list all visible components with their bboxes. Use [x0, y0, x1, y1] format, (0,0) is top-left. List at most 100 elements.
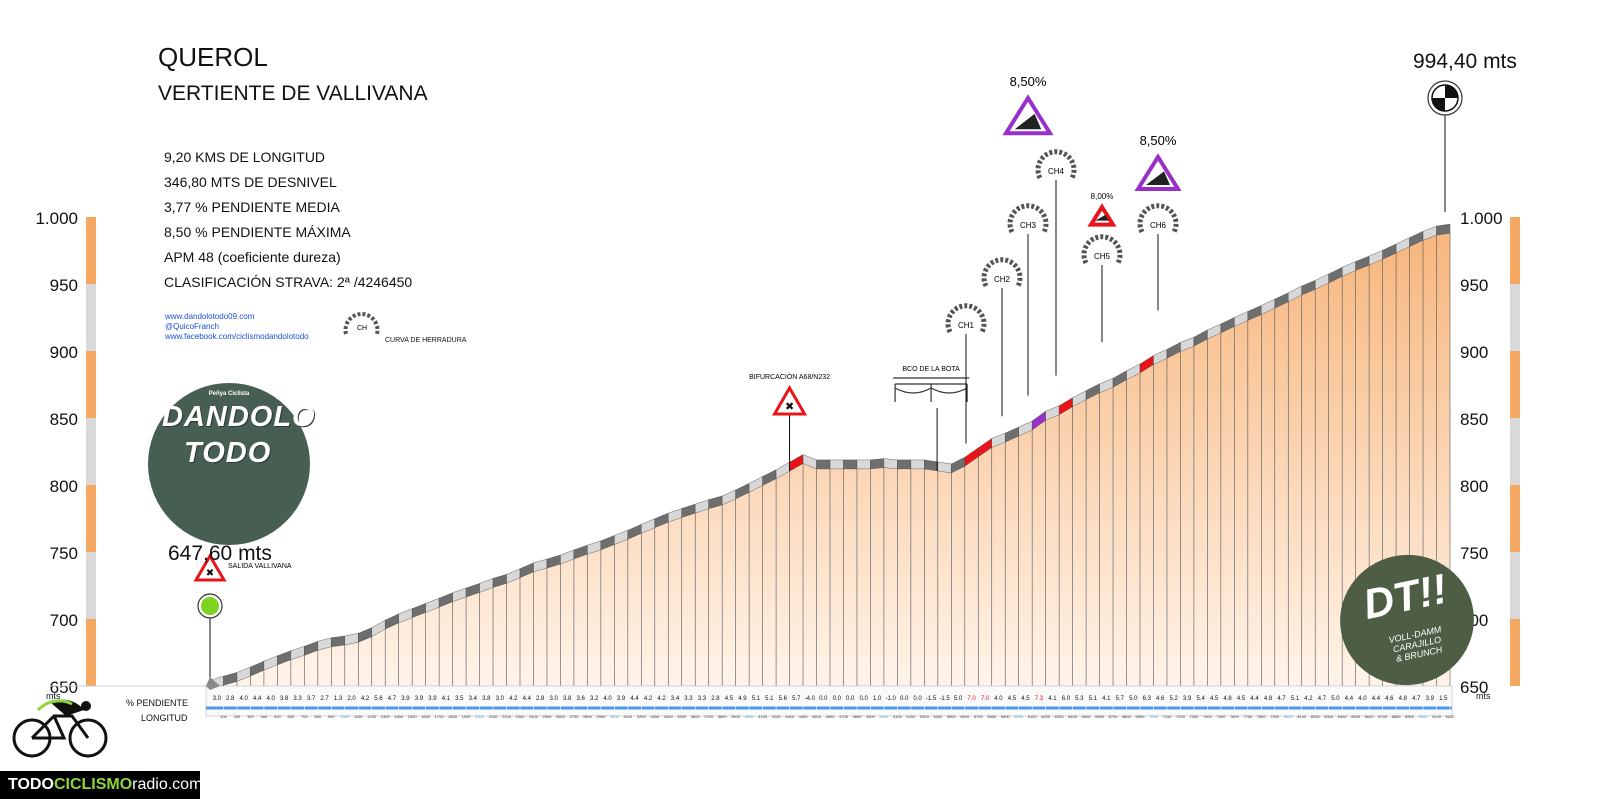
- length-value: 6900: [1136, 714, 1146, 719]
- grade-value: 3.9: [617, 696, 626, 702]
- grade-value: 7.3: [1035, 696, 1044, 702]
- grade-value: 3.8: [280, 696, 289, 702]
- grade-value: 4.4: [1345, 696, 1354, 702]
- horseshoe-curve-icon: [945, 303, 987, 334]
- grade-value: -4.0: [805, 696, 816, 702]
- junction-label: BIFURCACIÓN A68/N232: [749, 372, 830, 381]
- link-twitter[interactable]: @QuicoFranch: [165, 322, 219, 331]
- grade-value: 4.2: [644, 696, 653, 702]
- length-value: 8600: [1365, 714, 1375, 719]
- length-value: 5900: [1001, 714, 1011, 719]
- length-value: 1300: [381, 714, 391, 719]
- grade-value: 4.4: [253, 696, 262, 702]
- length-value: 2800: [583, 714, 593, 719]
- y-tick-label-right: 650: [1460, 678, 1488, 697]
- ridge-segment: [924, 459, 939, 472]
- grade-value: 3.4: [671, 696, 680, 702]
- horseshoe-curve-icon: [1081, 234, 1123, 265]
- length-value: 700: [301, 714, 308, 719]
- summit-inner-ring: [1431, 84, 1459, 112]
- y-tick-label-left: 1.000: [35, 209, 78, 228]
- length-value: 1800: [448, 714, 458, 719]
- grade-value: 4.7: [1412, 696, 1421, 702]
- grade-value: 3.3: [698, 696, 707, 702]
- grade-value: 4.2: [657, 696, 666, 702]
- length-value: 2400: [529, 714, 539, 719]
- link-facebook[interactable]: www.facebook.com/ciclismodandolotodo: [165, 332, 309, 341]
- ridge-segment: [856, 459, 871, 470]
- axis-band-right: [1510, 217, 1520, 284]
- axis-band-right: [1510, 485, 1520, 552]
- length-value: 4700: [839, 714, 849, 719]
- length-value: 7600: [1230, 714, 1240, 719]
- stat-apm: APM 48 (coeficiente dureza): [164, 249, 341, 265]
- length-value: 3600: [691, 714, 701, 719]
- y-tick-label-left: 950: [50, 276, 78, 295]
- grade-value: 4.1: [1102, 696, 1111, 702]
- start-warning-glyph: ✖: [206, 568, 214, 579]
- length-value: 6200: [1041, 714, 1051, 719]
- length-value: 1100: [354, 714, 363, 719]
- length-value: 3000: [610, 714, 620, 719]
- grade-value: 5.6: [374, 696, 383, 702]
- y-tick-label-right: 800: [1460, 477, 1488, 496]
- ridge-segment: [897, 459, 912, 470]
- chart-subtitle: VERTIENTE DE VALLIVANA: [158, 82, 428, 105]
- length-value: 8200: [1311, 714, 1321, 719]
- length-value: 3900: [731, 714, 741, 719]
- length-value: 7300: [1189, 714, 1199, 719]
- grade-value: 0.0: [846, 696, 855, 702]
- grade-value: 4.9: [738, 696, 747, 702]
- horseshoe-curve-icon: [1137, 203, 1179, 234]
- length-value: 800: [314, 714, 321, 719]
- stat-max-grade: 8,50 % PENDIENTE MÁXIMA: [164, 224, 351, 240]
- axis-band-left: [86, 619, 96, 686]
- length-value: 2200: [502, 714, 512, 719]
- grade-value: 3.2: [590, 696, 599, 702]
- length-value: 2900: [596, 714, 606, 719]
- length-value: 7700: [1243, 714, 1253, 719]
- length-value: 1200: [367, 714, 377, 719]
- junction-warning-glyph: ✖: [785, 401, 794, 413]
- length-value: 8900: [1405, 714, 1415, 719]
- length-value: 2600: [556, 714, 566, 719]
- length-value: 2500: [543, 714, 553, 719]
- curve-label: CH3: [1020, 221, 1037, 230]
- link-website[interactable]: www.dandolotodo09.com: [165, 312, 255, 321]
- grade-value: 0.0: [819, 696, 828, 702]
- curve-label: CH5: [1094, 252, 1111, 261]
- length-value: 3700: [704, 714, 714, 719]
- grade-value: 3.0: [550, 696, 559, 702]
- length-value: 6400: [1068, 714, 1078, 719]
- grade-value: 0.0: [860, 696, 869, 702]
- length-value: 9100: [1432, 714, 1442, 719]
- ridge-segment: [883, 458, 898, 470]
- grade-value: 4.0: [266, 696, 275, 702]
- ridge-segment: [870, 458, 885, 470]
- curve-label: CH4: [1048, 167, 1065, 176]
- ridge-segment: [937, 461, 952, 474]
- grade-value: -1.5: [939, 696, 950, 702]
- grade-row-label: % PENDIENTE: [126, 698, 189, 708]
- length-value: 900: [328, 714, 335, 719]
- y-tick-label-right: 850: [1460, 410, 1488, 429]
- length-value: 4800: [853, 714, 863, 719]
- stat-strava: CLASIFICACIÓN STRAVA: 2ª /4246450: [164, 274, 413, 290]
- grade-value: 1.0: [873, 696, 882, 702]
- grade-value: 4.5: [725, 696, 734, 702]
- grade-value: 4.2: [361, 696, 370, 702]
- y-tick-label-left: 850: [50, 410, 78, 429]
- length-value: 4400: [799, 714, 809, 719]
- stat-avg-grade: 3,77 % PENDIENTE MEDIA: [164, 199, 340, 215]
- length-value: 600: [288, 714, 295, 719]
- length-value: 5800: [987, 714, 997, 719]
- grade-value: 0.0: [913, 696, 922, 702]
- length-value: 5500: [947, 714, 957, 719]
- cyclist-icon: [12, 699, 108, 758]
- grade-value: 4.4: [1250, 696, 1259, 702]
- start-elevation: 647,60 mts: [168, 542, 272, 565]
- axis-band-left: [86, 284, 96, 351]
- grade-value: 3.7: [307, 696, 316, 702]
- length-value: 6700: [1109, 714, 1119, 719]
